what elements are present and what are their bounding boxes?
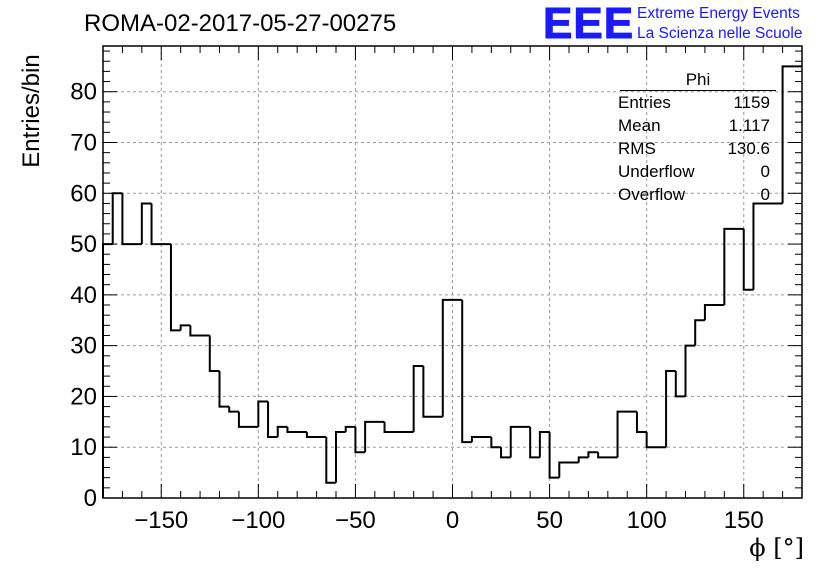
histogram-bin [674, 371, 686, 398]
x-tick-label: −100 [231, 507, 285, 534]
histogram-bin [490, 437, 502, 449]
histogram-bin [267, 401, 278, 439]
histogram-bin [742, 228, 754, 291]
logo-caption: Extreme Energy Events La Scienza nelle S… [637, 4, 802, 44]
histogram-bin [140, 202, 152, 245]
histogram-bin [150, 203, 171, 246]
histogram-bin [694, 319, 705, 346]
x-tick-label: 0 [446, 507, 459, 534]
histogram-bin [218, 371, 230, 408]
stats-label: Overflow [618, 185, 686, 204]
histogram-bin [538, 430, 550, 458]
x-axis-label: ϕ [°] [749, 534, 804, 562]
x-tick-label: −50 [335, 507, 376, 534]
x-tick-label: 50 [536, 507, 563, 534]
x-tick-label: 150 [724, 507, 764, 534]
histogram-bin [684, 344, 696, 397]
histogram-bin [529, 426, 540, 459]
x-tick-label: 100 [627, 507, 667, 534]
stats-value: 0 [760, 185, 770, 204]
y-tick-label: 60 [70, 180, 97, 207]
stats-row: Underflow 0 [612, 160, 776, 183]
stats-row: RMS 130.6 [612, 137, 776, 160]
histogram-bin [335, 430, 346, 483]
histogram-bin [500, 447, 511, 459]
histogram-bars [102, 65, 802, 498]
histogram-bin [752, 202, 783, 290]
stats-row: Overflow 0 [612, 183, 776, 206]
histogram-bin [422, 365, 443, 418]
y-tick-label: 80 [70, 79, 97, 106]
stats-row: Entries 1159 [612, 91, 776, 114]
histogram-bin [228, 406, 239, 413]
histogram-bin [509, 425, 531, 458]
histogram-bin [344, 425, 356, 432]
y-axis-label: Entries/bin [18, 54, 45, 168]
histogram-bin [179, 324, 191, 331]
stats-value: 1.117 [728, 116, 770, 135]
histogram-bin [325, 437, 336, 484]
histogram-bin [189, 325, 210, 337]
y-tick-label: 70 [70, 129, 97, 156]
stats-value: 130.6 [727, 139, 770, 158]
x-axis-ticks: −150 −100 −50 0 50 100 150 [102, 46, 803, 534]
chart-title: ROMA-02-2017-05-27-00275 [84, 10, 397, 37]
histogram-bin [364, 420, 385, 453]
x-tick-label: −150 [134, 507, 188, 534]
histogram-bin [169, 244, 181, 332]
histogram-bin [703, 304, 725, 321]
histogram-bin [257, 400, 269, 427]
stats-row: Mean 1.117 [612, 114, 776, 137]
histogram-bin [645, 431, 667, 449]
histogram-bin [470, 436, 492, 443]
stats-title: Phi [620, 70, 776, 91]
stats-label: RMS [618, 139, 656, 158]
histogram-bin [558, 461, 579, 478]
y-tick-label: 0 [84, 485, 97, 512]
y-tick-label: 10 [70, 434, 97, 461]
histogram-bin [461, 299, 472, 444]
y-tick-label: 40 [70, 282, 97, 309]
stats-label: Entries [618, 93, 671, 112]
histogram-bin [305, 431, 327, 439]
stats-value: 0 [760, 162, 770, 181]
histogram-bin [412, 364, 424, 432]
stats-box: Phi Entries 1159 Mean 1.117 RMS 130.6 Un… [612, 70, 776, 206]
histogram-bin [577, 456, 589, 463]
y-tick-label: 30 [70, 333, 97, 360]
histogram-bin [597, 452, 618, 459]
y-tick-label: 20 [70, 383, 97, 410]
logo-line-1: Extreme Energy Events [637, 5, 800, 22]
histogram-bin [441, 298, 463, 417]
stats-label: Mean [618, 116, 661, 135]
histogram-bin [383, 421, 404, 433]
histogram-bin [111, 192, 123, 245]
histogram-bin [121, 193, 142, 246]
stats-value: 1159 [733, 93, 770, 112]
histogram-bin [587, 451, 599, 458]
histogram-bin [276, 425, 288, 438]
y-tick-label: 50 [70, 231, 97, 258]
histogram-bin [208, 335, 220, 373]
histogram-bin [781, 65, 802, 204]
histogram-bin [354, 426, 366, 454]
stats-label: Underflow [618, 162, 695, 181]
histogram-bin [286, 426, 307, 433]
logo-line-2: La Scienza nelle Scuole [637, 25, 803, 42]
histogram-bin [635, 411, 647, 433]
y-axis-ticks: 0 10 20 30 40 50 60 70 80 [70, 50, 802, 512]
histogram-bin [102, 243, 113, 498]
histogram-bin [723, 227, 744, 306]
histogram-bin [548, 431, 560, 479]
histogram-bin [237, 411, 259, 428]
histogram-bin [665, 370, 676, 448]
histogram-bin [616, 410, 637, 458]
eee-logo: EEE [542, 0, 635, 49]
